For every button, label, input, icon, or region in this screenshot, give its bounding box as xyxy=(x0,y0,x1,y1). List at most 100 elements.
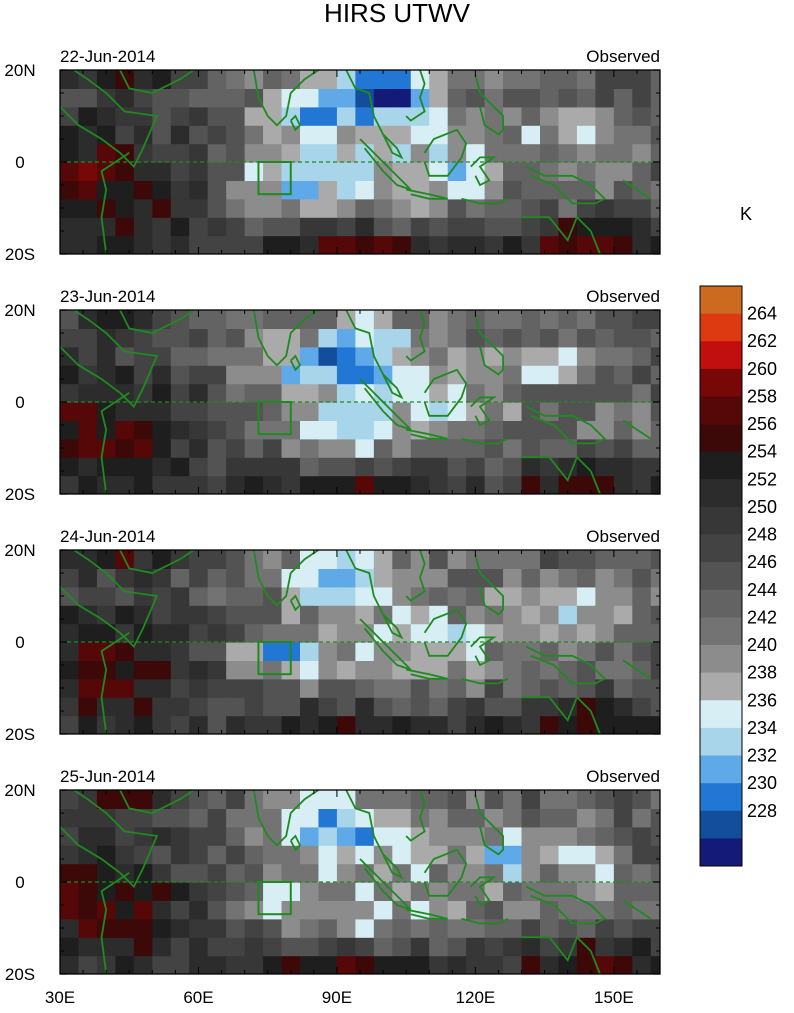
field-cell xyxy=(78,900,98,920)
field-cell xyxy=(336,346,356,366)
field-cell xyxy=(189,790,209,809)
field-cell xyxy=(300,918,320,938)
field-cell xyxy=(484,826,504,846)
field-cell xyxy=(540,605,560,625)
field-cell xyxy=(189,180,209,200)
field-cell xyxy=(540,955,560,974)
field-cell xyxy=(115,235,135,254)
coastline xyxy=(60,550,159,649)
field-cell xyxy=(503,217,523,237)
field-cell xyxy=(78,346,98,366)
field-cell xyxy=(540,715,560,734)
field-cell xyxy=(595,550,615,569)
field-cell xyxy=(133,438,153,458)
field-cell xyxy=(503,678,523,698)
field-cell xyxy=(96,402,116,421)
x-tick-label: 120E xyxy=(456,988,496,1007)
field-cell xyxy=(281,235,301,254)
field-cell xyxy=(207,420,227,440)
field-cell xyxy=(60,217,80,237)
field-cell xyxy=(540,623,560,643)
field-cell xyxy=(115,605,135,625)
field-cell xyxy=(576,143,596,163)
field-cell xyxy=(152,310,172,329)
field-cell xyxy=(632,808,652,828)
field-cell xyxy=(281,328,301,348)
field-cell xyxy=(466,88,486,108)
field-cell xyxy=(503,642,523,661)
coastline xyxy=(474,794,504,856)
field-cell xyxy=(503,402,523,421)
colorbar-label: 244 xyxy=(747,580,777,600)
field-cell xyxy=(336,568,356,588)
coastlines xyxy=(60,550,652,734)
coastline xyxy=(461,677,509,685)
coastlines xyxy=(60,310,652,494)
field-cell xyxy=(189,568,209,588)
field-cell xyxy=(373,475,393,494)
field-cell xyxy=(244,937,264,957)
field-cell xyxy=(263,180,283,200)
field-cell xyxy=(226,235,246,254)
field-cell xyxy=(650,310,660,329)
field-cell xyxy=(300,955,320,974)
field-cell xyxy=(226,900,246,920)
field-cell xyxy=(60,235,80,254)
region-box xyxy=(257,401,292,436)
field-cell xyxy=(115,678,135,698)
field-cell xyxy=(373,235,393,254)
field-cell xyxy=(152,180,172,200)
field-cell xyxy=(447,457,467,477)
field-cell xyxy=(576,845,596,865)
field-cell xyxy=(355,900,375,920)
field-cell xyxy=(466,365,486,385)
field-cell xyxy=(336,235,356,254)
colorbar-swatch xyxy=(700,424,742,453)
field-cell xyxy=(595,180,615,200)
map-panel: 23-Jun-2014 Observed 20N 0 20S xyxy=(4,287,661,504)
field-cell xyxy=(540,106,560,126)
field-cell xyxy=(318,125,338,145)
coastline xyxy=(252,790,319,847)
field-cell xyxy=(632,882,652,901)
field-cell xyxy=(613,328,633,348)
field-cell xyxy=(60,697,80,717)
field-cell xyxy=(540,328,560,348)
field-cell xyxy=(632,475,652,494)
field-cell xyxy=(392,826,412,846)
field-cell xyxy=(133,550,153,569)
field-cell xyxy=(632,697,652,717)
field-cell xyxy=(170,106,190,126)
field-cell xyxy=(96,235,116,254)
field-cell xyxy=(244,605,264,625)
field-cell xyxy=(318,402,338,421)
field-cell xyxy=(115,845,135,865)
field-cell xyxy=(484,715,504,734)
field-cell xyxy=(613,106,633,126)
field-cell xyxy=(392,438,412,458)
field-cell xyxy=(226,937,246,957)
field-cell xyxy=(595,937,615,957)
field-cell xyxy=(410,217,430,237)
field-cell xyxy=(429,568,449,588)
coastline xyxy=(405,428,448,440)
field-cell xyxy=(207,143,227,163)
colorbar: 264 262 260 258 256 254 252 250 248 246 244 242 240 2… xyxy=(699,285,777,867)
y-tick-label: 20S xyxy=(5,245,35,264)
field-cell xyxy=(318,383,338,403)
field-cell xyxy=(447,586,467,606)
field-cell xyxy=(484,475,504,494)
field-cell xyxy=(558,790,578,809)
field-cell xyxy=(632,623,652,643)
field-cell xyxy=(60,605,80,625)
field-cell xyxy=(650,365,660,385)
field-cell xyxy=(263,475,283,494)
field-cell xyxy=(152,568,172,588)
colorbar-label: 240 xyxy=(747,635,777,655)
field-cell xyxy=(503,310,523,329)
field-cell xyxy=(558,568,578,588)
coastline xyxy=(252,310,319,367)
field-cell xyxy=(447,678,467,698)
field-cell xyxy=(466,328,486,348)
field-cell xyxy=(336,863,356,883)
